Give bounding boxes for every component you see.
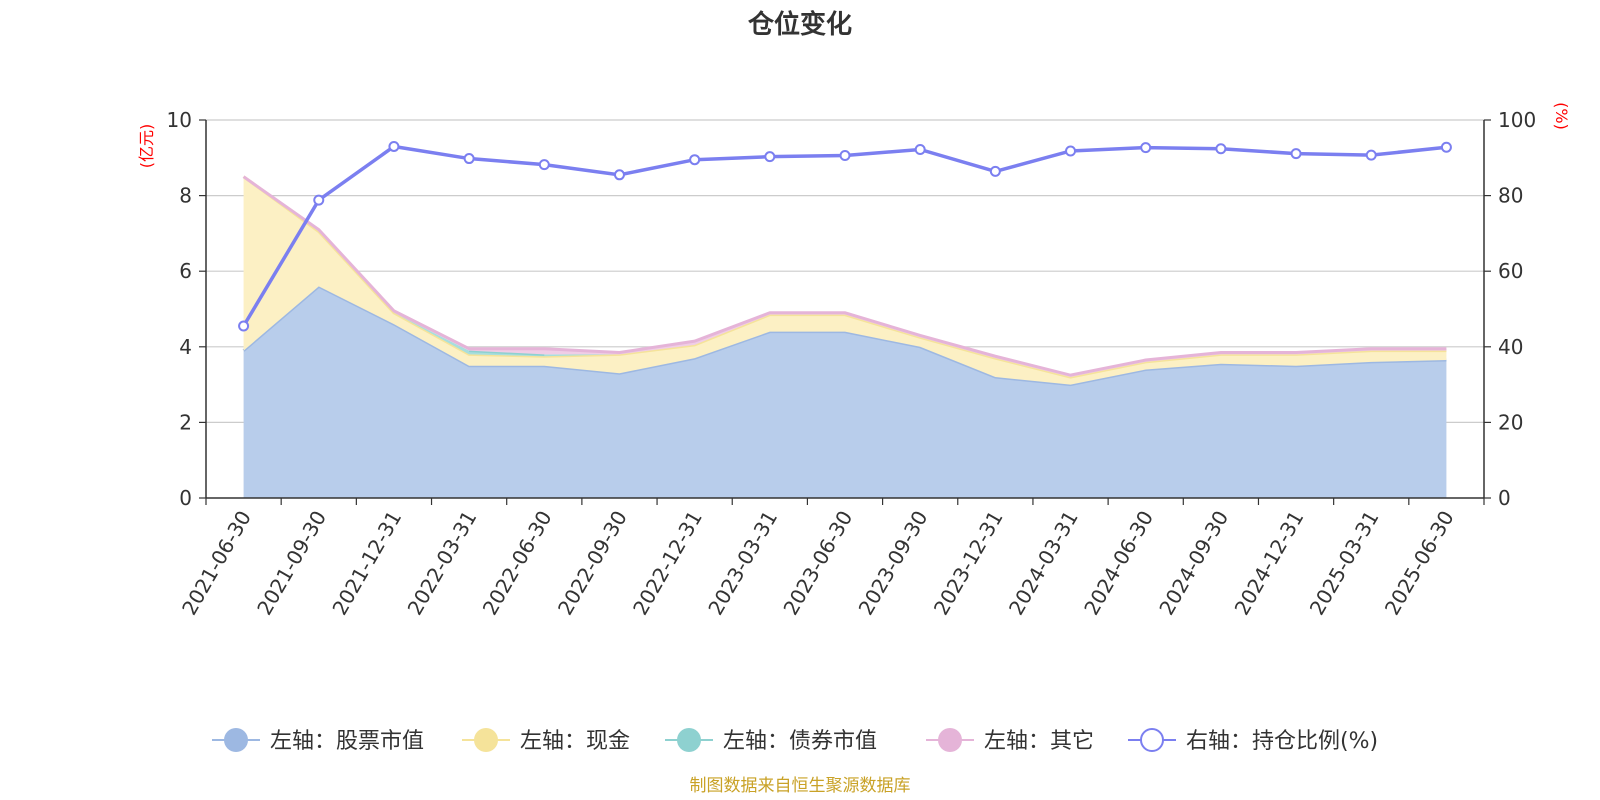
x-axis-tick-label: 2025-06-30 (1380, 507, 1459, 620)
ratio-point (689, 154, 701, 166)
ratio-point (1440, 141, 1452, 153)
area-outline-左轴：其它 (242, 175, 1447, 377)
legend-marker (677, 728, 701, 752)
legend-marker (1140, 728, 1164, 752)
ratio-point (839, 150, 851, 162)
position-ratio-line (238, 140, 1452, 332)
left-axis-tick-label: 6 (179, 259, 192, 283)
chart-title: 仓位变化 (747, 9, 852, 40)
legend-label: 左轴：股票市值 (270, 729, 424, 754)
legend-label: 左轴：债券市值 (723, 729, 877, 754)
right-axis-tick-label: 20 (1498, 410, 1523, 434)
x-axis-tick-label: 2022-09-30 (553, 507, 632, 620)
x-axis-tick-label: 2021-06-30 (177, 507, 256, 620)
area-左轴：现金 (243, 176, 1447, 385)
left-axis-tick-label: 10 (167, 108, 192, 132)
legend-marker (474, 728, 498, 752)
legend-label: 左轴：其它 (984, 729, 1094, 754)
legend-marker (938, 728, 962, 752)
ratio-point (914, 143, 926, 155)
area-左轴：股票市值 (243, 286, 1447, 498)
x-axis-tick-label: 2021-09-30 (252, 507, 331, 620)
x-axis-tick-label: 2021-12-31 (327, 507, 406, 620)
ratio-point (1065, 145, 1077, 157)
x-axis-tick-label: 2023-06-30 (778, 507, 857, 620)
x-axis-tick-label: 2022-06-30 (478, 507, 557, 620)
right-axis-unit: (%) (1552, 102, 1571, 130)
ratio-line (242, 144, 1447, 327)
ratio-point (764, 151, 776, 163)
right-axis-tick-label: 0 (1498, 486, 1511, 510)
right-axis-tick-label: 60 (1498, 259, 1523, 283)
left-axis-tick-label: 0 (179, 486, 192, 510)
legend: 左轴：股票市值 左轴：现金 左轴：债券市值 左轴：其它 右轴：持仓比例(%) (212, 728, 1378, 754)
x-axis-tick-label: 2023-09-30 (854, 507, 933, 620)
right-axis-tick-label: 40 (1498, 335, 1523, 359)
x-axis-tick-label: 2023-12-31 (929, 507, 1008, 620)
x-axis-tick-label: 2022-12-31 (628, 507, 707, 620)
ratio-point (388, 140, 400, 152)
ratio-point (1290, 148, 1302, 160)
ratio-point (238, 320, 250, 332)
x-axis-tick-label: 2024-09-30 (1154, 507, 1233, 620)
x-axis-tick-label: 2024-06-30 (1079, 507, 1158, 620)
right-axis-tick-label: 80 (1498, 184, 1523, 208)
x-axis-tick-label: 2022-03-31 (403, 507, 482, 620)
right-axis-tick-label: 100 (1498, 108, 1536, 132)
ratio-point (1140, 142, 1152, 154)
legend-label: 左轴：现金 (520, 729, 630, 754)
stacked-areas (242, 175, 1447, 498)
ratio-point (1365, 149, 1377, 161)
legend-label: 右轴：持仓比例(%) (1186, 729, 1378, 754)
ratio-point (538, 159, 550, 171)
x-axis-tick-label: 2023-03-31 (703, 507, 782, 620)
ratio-point (1215, 143, 1227, 155)
ratio-point (463, 153, 475, 165)
legend-marker (224, 728, 248, 752)
data-source-note: 制图数据来自恒生聚源数据库 (690, 776, 911, 796)
x-axis-tick-label: 2024-03-31 (1004, 507, 1083, 620)
left-axis-unit: (亿元) (137, 124, 156, 169)
left-axis-tick-label: 4 (179, 335, 192, 359)
left-axis-tick-label: 2 (179, 410, 192, 434)
x-axis-tick-label: 2024-12-31 (1229, 507, 1308, 620)
left-axis-tick-label: 8 (179, 184, 192, 208)
ratio-point (989, 165, 1001, 177)
ratio-point (613, 169, 625, 181)
ratio-point (313, 194, 325, 206)
x-axis-tick-label: 2025-03-31 (1305, 507, 1384, 620)
